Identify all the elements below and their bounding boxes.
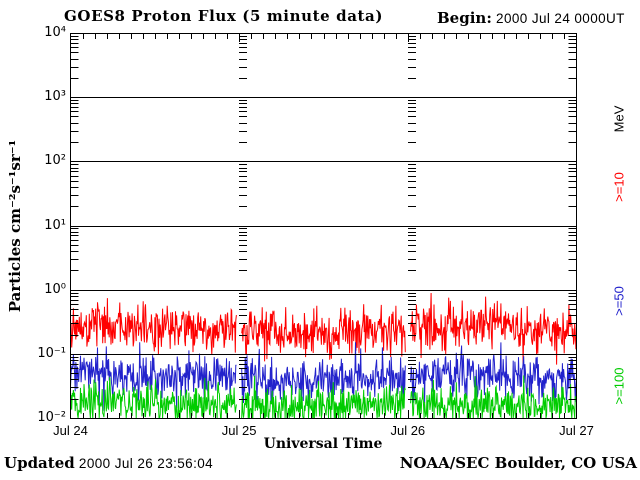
x-tick-label: Jul 26 [390,423,426,438]
legend-series-ge100: >=100 [611,367,627,405]
y-tick-label: 10¹ [44,217,66,233]
begin-annotation: Begin: 2000 Jul 24 0000UT [437,9,625,27]
y-tick-label: 10⁻² [37,410,66,425]
y-tick-label: 10⁻¹ [37,345,66,361]
x-tick-label: Jul 27 [559,423,594,438]
begin-value: 2000 Jul 24 0000UT [496,11,625,26]
page-title: GOES8 Proton Flux (5 minute data) [64,7,384,25]
x-tick-label: Jul 24 [53,423,88,438]
legend-series-ge10: >=10 [611,172,627,202]
flux-trace-gege10 [70,292,577,365]
x-axis-title: Universal Time [263,436,383,452]
updated-annotation: Updated 2000 Jul 26 23:56:04 [4,454,213,472]
begin-label: Begin: [437,9,492,27]
y-tick-label: 10³ [44,89,66,105]
legend-series-ge50: >=50 [611,286,627,316]
flux-trace-gege100 [70,375,577,420]
credit-text: NOAA/SEC Boulder, CO USA [399,454,637,472]
updated-value: 2000 Jul 26 23:56:04 [78,456,214,471]
updated-label: Updated [4,454,75,472]
legend-unit-label: MeV [611,105,627,133]
x-tick-label: Jul 25 [221,423,257,438]
y-tick-label: 10⁴ [44,25,66,40]
y-tick-label: 10⁰ [44,281,66,297]
y-tick-label: 10² [44,153,66,169]
